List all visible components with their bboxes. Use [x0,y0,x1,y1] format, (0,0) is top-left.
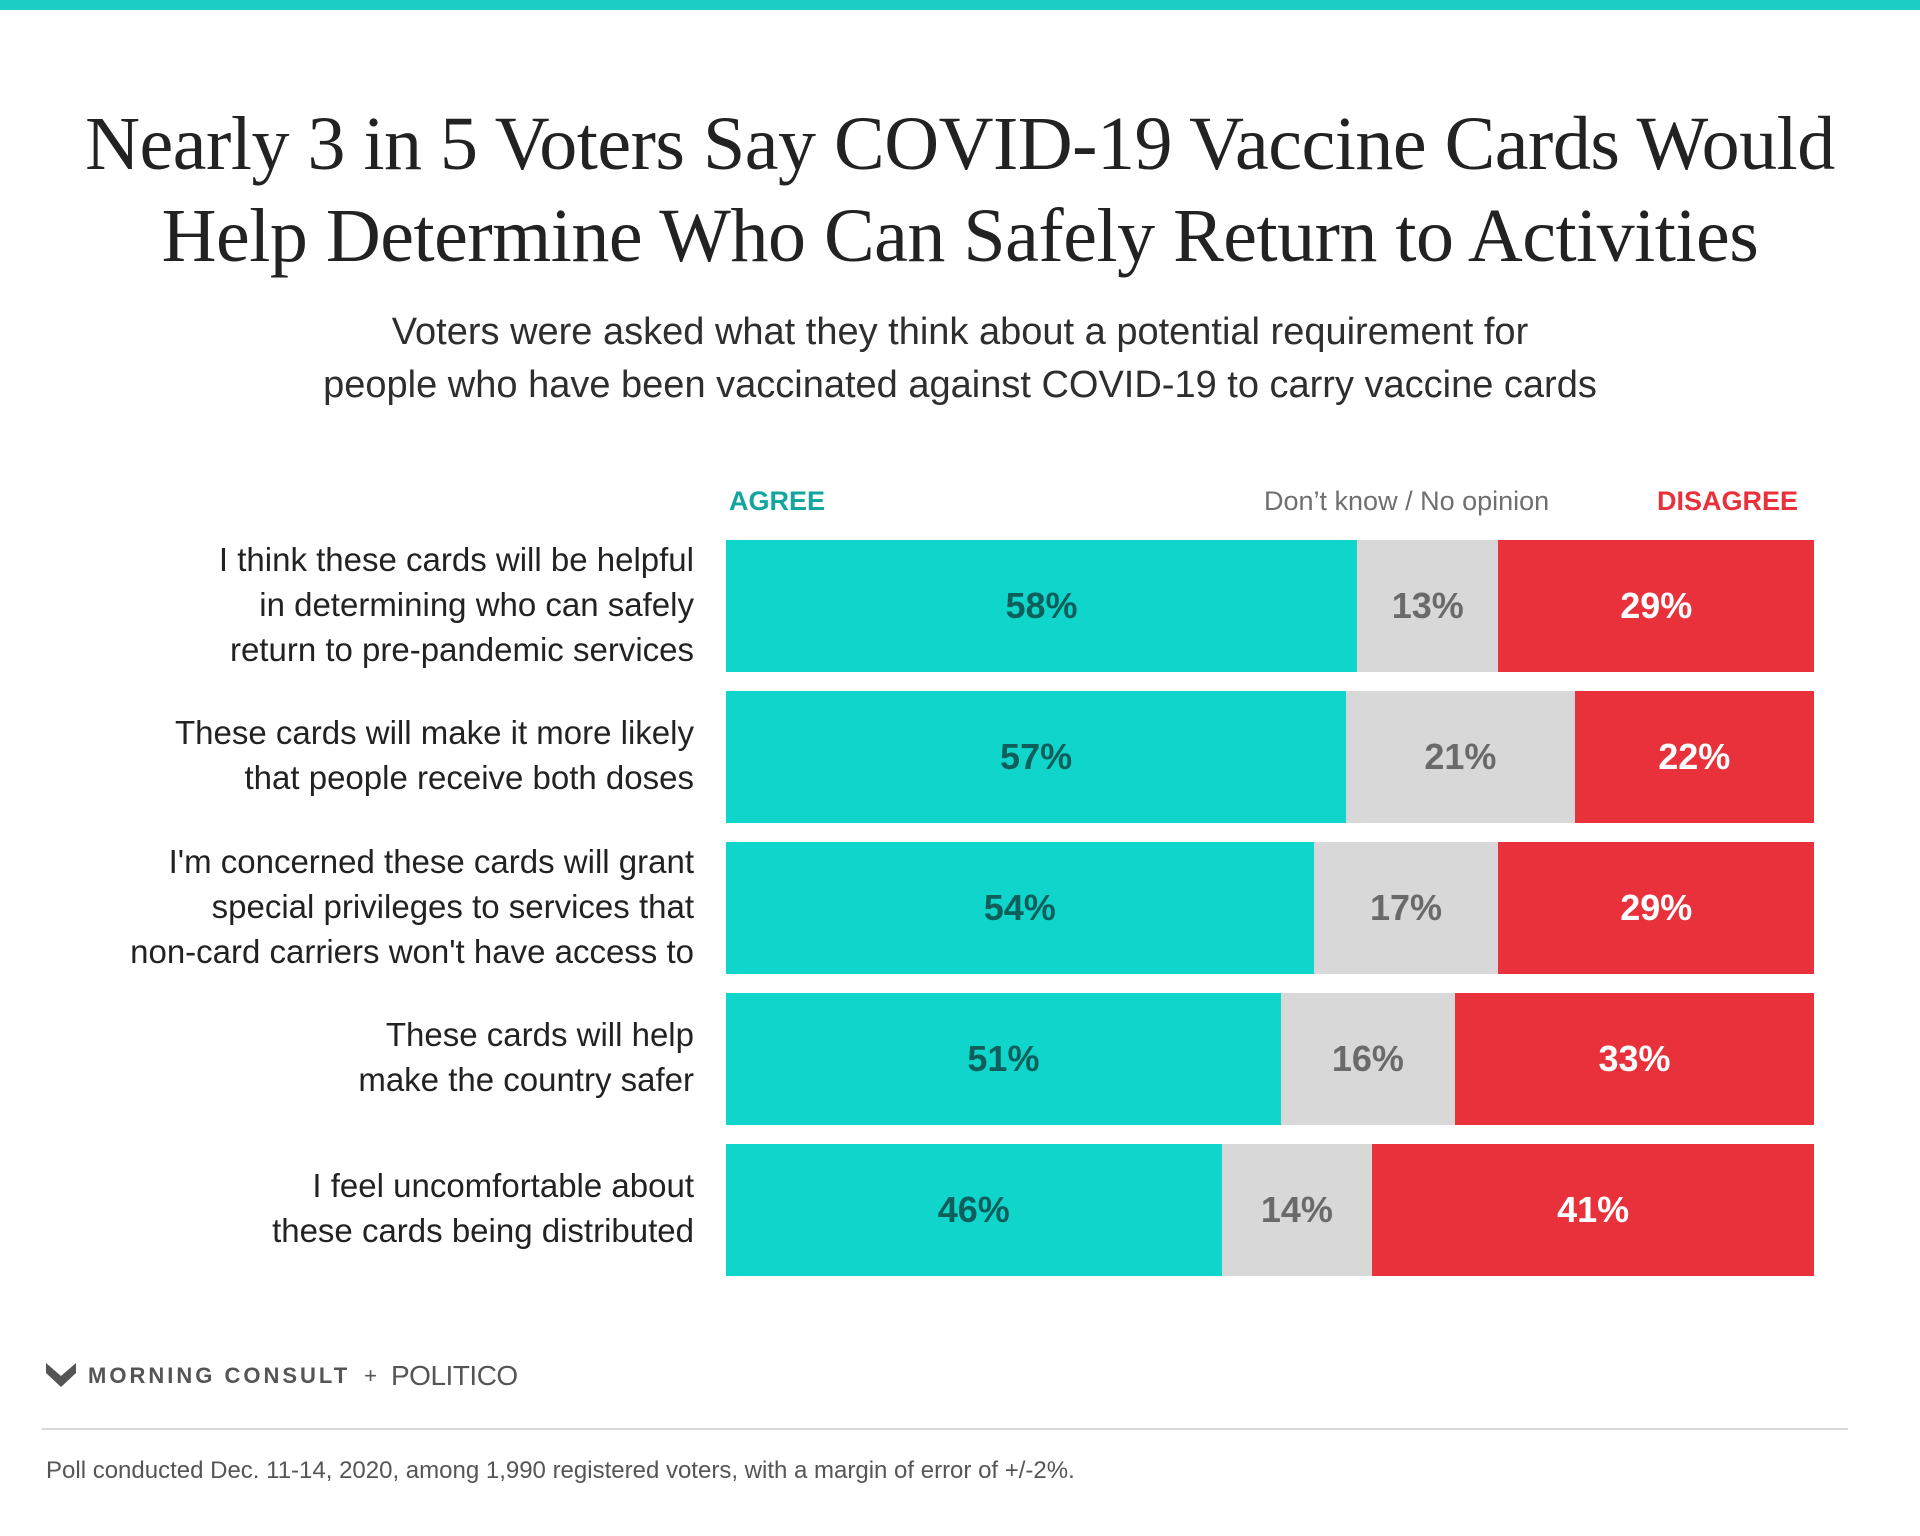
disagree-segment: 29% [1498,540,1814,672]
data-label: 14% [1260,1189,1333,1230]
poll-footnote: Poll conducted Dec. 11-14, 2020, among 1… [46,1457,1075,1484]
disagree-segment: 33% [1454,993,1814,1125]
agree-segment: 58% [726,540,1358,672]
data-label: 46% [937,1189,1010,1230]
row-label-line: in determining who can safely [259,585,694,623]
row-label-line: I'm concerned these cards will grant [168,842,694,880]
legend-agree: AGREE [729,486,826,516]
row-label-line: non-card carriers won't have access to [130,932,694,970]
dont-know-segment: 21% [1346,691,1575,823]
title-line-1: Nearly 3 in 5 Voters Say COVID-19 Vaccin… [85,102,1835,186]
row-label-line: These cards will make it more likely [175,714,694,751]
dont-know-segment: 17% [1313,842,1499,974]
row-label: These cards will make it more likely that… [40,710,694,800]
data-label: 29% [1620,585,1693,626]
agree-segment: 51% [726,993,1281,1125]
data-label: 54% [983,887,1056,928]
morning-consult-wordmark: MORNING CONSULT [88,1363,351,1388]
dont-know-segment: 14% [1221,1144,1373,1276]
morning-consult-logo-icon [46,1363,76,1387]
politico-wordmark: POLITICO [391,1360,518,1391]
bar-row: 51% 16% 33% [726,993,1814,1125]
subtitle-line-1: Voters were asked what they think about … [391,311,1529,353]
row-label-line: special privileges to services that [211,887,694,925]
data-label: 16% [1331,1038,1404,1079]
disagree-segment: 22% [1574,691,1814,823]
data-label: 58% [1005,585,1078,626]
data-label: 13% [1391,585,1464,626]
footer-divider [42,1428,1848,1430]
agree-segment: 57% [726,691,1347,823]
row-label-line: that people receive both doses [244,759,694,796]
row-label-line: make the country safer [358,1061,694,1098]
data-label: 33% [1598,1038,1671,1079]
data-label: 51% [967,1038,1040,1079]
disagree-segment: 29% [1498,842,1814,974]
data-label: 41% [1557,1189,1630,1230]
legend-dont-know: Don’t know / No opinion [1264,486,1550,516]
brand-plus: + [364,1363,377,1388]
dont-know-segment: 13% [1357,540,1499,672]
row-label: I feel uncomfortable about these cards be… [40,1163,694,1253]
row-label: I'm concerned these cards will grant spec… [40,839,694,974]
data-label: 22% [1658,736,1731,777]
row-label: I think these cards will be helpful in de… [40,537,694,672]
row-label-line: I think these cards will be helpful [218,540,694,578]
brand-logos: MORNING CONSULT + POLITICO [46,1360,518,1392]
dont-know-segment: 16% [1280,993,1455,1125]
bar-row: 57% 21% 22% [726,691,1814,823]
agree-segment: 54% [726,842,1314,974]
bar-row: 54% 17% 29% [726,842,1814,974]
bar-row: 46% 14% 41% [726,1144,1814,1276]
agree-segment: 46% [726,1144,1222,1276]
bar-row: 58% 13% 29% [726,540,1814,672]
row-label-line: I feel uncomfortable about [312,1167,694,1204]
chart-title: Nearly 3 in 5 Voters Say COVID-19 Vaccin… [60,98,1860,282]
chart-subtitle: Voters were asked what they think about … [160,306,1760,412]
subtitle-line-2: people who have been vaccinated against … [323,364,1597,406]
row-label: These cards will help make the country sa… [40,1012,694,1102]
data-label: 29% [1620,887,1693,928]
legend-disagree: DISAGREE [1657,486,1799,516]
title-line-2: Help Determine Who Can Safely Return to … [161,194,1759,278]
disagree-segment: 41% [1372,1144,1814,1276]
top-accent-rule [0,0,1920,10]
row-label-line: these cards being distributed [272,1212,694,1249]
data-label: 17% [1369,887,1443,928]
data-label: 57% [1000,736,1073,777]
row-label-line: return to pre-pandemic services [229,630,694,668]
data-label: 21% [1424,736,1497,777]
row-label-line: These cards will help [385,1016,694,1053]
